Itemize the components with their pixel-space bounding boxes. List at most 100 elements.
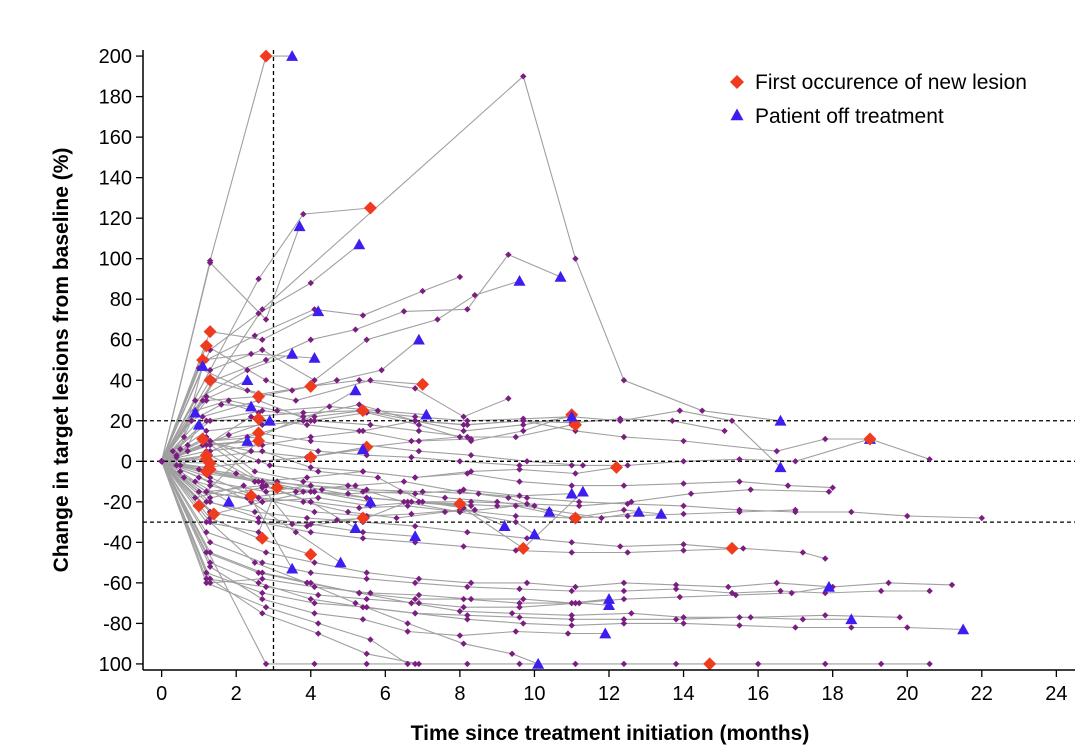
trajectory-line <box>161 461 610 604</box>
new-lesion-marker <box>203 456 217 470</box>
trajectory-line <box>161 460 293 569</box>
measurement-point <box>456 608 464 615</box>
measurement-point <box>441 508 449 516</box>
measurement-point <box>680 502 687 510</box>
measurement-point <box>288 520 296 528</box>
measurement-point <box>512 518 519 526</box>
measurement-point <box>464 612 471 619</box>
off-treatment-marker <box>774 461 787 473</box>
measurement-point <box>456 433 464 441</box>
measurement-point <box>822 435 829 443</box>
x-tick-label: 12 <box>598 683 620 705</box>
measurement-point <box>311 413 318 420</box>
measurement-point <box>203 417 210 424</box>
trajectory-line <box>161 404 252 462</box>
measurement-points <box>158 52 985 668</box>
measurement-point <box>676 407 684 414</box>
measurement-point <box>792 506 799 514</box>
measurement-point <box>206 563 214 570</box>
measurement-point <box>259 589 266 597</box>
trajectory-line <box>161 412 196 462</box>
measurement-point <box>904 624 911 631</box>
measurement-point <box>180 433 188 441</box>
measurement-point <box>292 488 300 495</box>
measurement-point <box>467 579 475 587</box>
trajectory-line <box>161 460 416 537</box>
measurement-point <box>262 482 270 489</box>
y-tick-label: -40 <box>103 532 132 554</box>
legend-label: First occurence of new lesion <box>755 71 1027 94</box>
measurement-point <box>508 610 516 617</box>
measurement-point <box>680 620 687 627</box>
off-treatment-marker <box>353 238 366 250</box>
measurement-point <box>206 494 214 501</box>
off-treatment-marker <box>532 657 545 669</box>
trajectory-line <box>161 367 423 462</box>
measurement-point <box>206 518 214 526</box>
measurement-point <box>307 464 314 471</box>
measurement-point <box>303 579 311 587</box>
measurement-point <box>359 529 367 536</box>
measurement-point <box>516 614 523 621</box>
measurement-point <box>736 456 743 463</box>
new-lesion-marker <box>196 353 210 367</box>
trajectory-line <box>161 379 509 462</box>
measurement-point <box>411 595 419 603</box>
y-tick-label: 100 <box>99 249 132 271</box>
measurement-point <box>568 587 575 595</box>
new-lesion-marker <box>252 389 266 403</box>
off-treatment-marker <box>603 599 615 610</box>
measurement-point <box>344 508 352 516</box>
measurement-point <box>676 593 684 601</box>
measurement-point <box>568 599 575 607</box>
off-treatment-marker <box>655 507 668 519</box>
off-treatment-marker <box>192 418 205 430</box>
measurement-point <box>415 437 423 445</box>
measurement-point <box>311 583 318 591</box>
measurement-point <box>680 458 687 465</box>
measurement-point <box>307 569 314 576</box>
measurement-point <box>411 417 419 424</box>
measurement-point <box>680 547 687 554</box>
measurement-point <box>393 514 400 522</box>
measurement-point <box>464 529 471 536</box>
measurement-point <box>169 447 177 455</box>
measurement-point <box>948 581 956 589</box>
measurement-point <box>575 498 583 506</box>
measurement-point <box>359 468 367 475</box>
measurement-point <box>191 494 199 501</box>
measurement-point <box>799 549 807 556</box>
measurement-point <box>523 494 531 501</box>
measurement-point <box>464 616 471 623</box>
y-tick-label: 100 <box>99 654 132 676</box>
measurement-point <box>505 494 512 501</box>
measurement-point <box>568 612 575 619</box>
measurement-point <box>408 454 415 461</box>
measurement-point <box>203 393 210 400</box>
measurement-point <box>292 529 300 536</box>
measurement-point <box>359 535 367 542</box>
trajectory-line <box>161 310 319 462</box>
measurement-point <box>620 616 628 623</box>
measurement-point <box>218 401 225 408</box>
measurement-point <box>620 482 628 489</box>
measurement-point <box>356 589 363 597</box>
measurement-point <box>311 660 318 668</box>
new-lesion-marker <box>270 481 284 495</box>
measurement-point <box>411 579 419 587</box>
y-tick-label: 0 <box>121 451 132 473</box>
measurement-point <box>784 482 792 489</box>
measurement-point <box>672 581 680 589</box>
trajectory-line <box>161 75 781 462</box>
measurement-point <box>456 508 464 516</box>
measurement-point <box>356 504 363 512</box>
off-treatment-marker <box>603 593 615 604</box>
trajectory-line <box>161 461 420 665</box>
y-tick-label: 40 <box>110 370 132 392</box>
measurement-point <box>352 599 359 607</box>
measurement-point <box>251 508 259 516</box>
measurement-point <box>904 512 911 520</box>
off-treatment-marker <box>196 360 209 371</box>
measurement-point <box>356 401 363 408</box>
new-lesion-marker <box>244 489 258 503</box>
